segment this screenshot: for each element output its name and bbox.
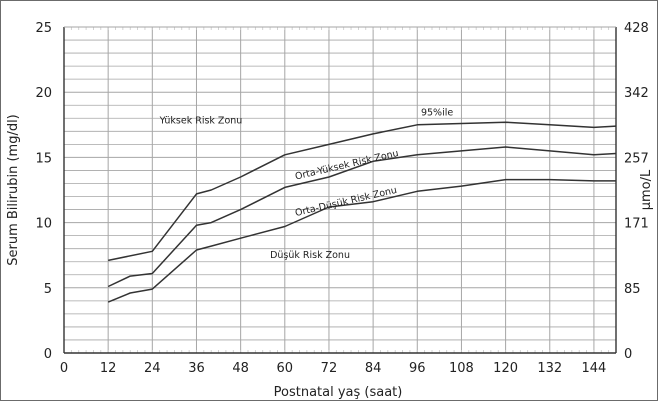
y2-tick-label: 257 — [624, 151, 649, 166]
y2-tick-label: 0 — [624, 347, 632, 362]
x-tick-label: 120 — [493, 361, 518, 376]
y2-tick-label: 85 — [624, 282, 641, 297]
series-line — [108, 121, 617, 262]
axes — [63, 26, 617, 354]
y2-tick-label: 171 — [624, 217, 649, 232]
x-tick-label: 144 — [582, 361, 607, 376]
x-tick-label: 72 — [321, 361, 338, 376]
series-lines — [107, 121, 617, 303]
y-tick-label: 10 — [35, 217, 52, 232]
grid — [63, 26, 617, 353]
y-axis-label: Serum Bilirubin (mg/dl) — [6, 114, 21, 266]
y-tick-label: 5 — [44, 282, 52, 297]
zone-label: Yüksek Risk Zonu — [159, 115, 243, 126]
zone-annotations: Yüksek Risk Zonu 95%ile Orta-Yüksek Risk Z… — [159, 108, 454, 261]
y-tick-label: 15 — [35, 151, 52, 166]
y-tick-labels: 0 5 10 15 20 25 — [35, 21, 52, 362]
x-tick-label: 0 — [60, 361, 68, 376]
y2-tick-labels: 0 85 171 257 342 428 — [624, 21, 649, 362]
y-tick-label: 20 — [35, 86, 52, 101]
y2-tick-label: 342 — [624, 86, 649, 101]
x-tick-label: 132 — [537, 361, 562, 376]
y-tick-label: 25 — [35, 21, 52, 36]
zone-label: Orta-Yüksek Risk Zonu — [294, 148, 400, 183]
y2-axis-label: μmo/L — [639, 169, 654, 210]
x-tick-label: 48 — [232, 361, 249, 376]
zone-label: Orta-Düşük Risk Zonu — [294, 185, 398, 219]
zone-label: Düşük Risk Zonu — [270, 250, 350, 261]
series-line — [107, 146, 617, 288]
zone-label: 95%ile — [421, 108, 453, 119]
y2-tick-label: 428 — [624, 21, 649, 36]
series-line — [107, 178, 616, 303]
x-tick-label: 24 — [144, 361, 161, 376]
x-tick-label: 108 — [449, 361, 474, 376]
x-axis-label: Postnatal yaş (saat) — [274, 385, 403, 400]
x-tick-label: 36 — [188, 361, 205, 376]
x-tick-label: 84 — [365, 361, 382, 376]
y-tick-label: 0 — [44, 347, 52, 362]
x-tick-label: 60 — [277, 361, 294, 376]
x-tick-label: 96 — [409, 361, 426, 376]
x-tick-labels: 0 12 24 36 48 60 72 84 96 108 120 132 144 — [60, 361, 606, 376]
x-tick-label: 12 — [100, 361, 117, 376]
